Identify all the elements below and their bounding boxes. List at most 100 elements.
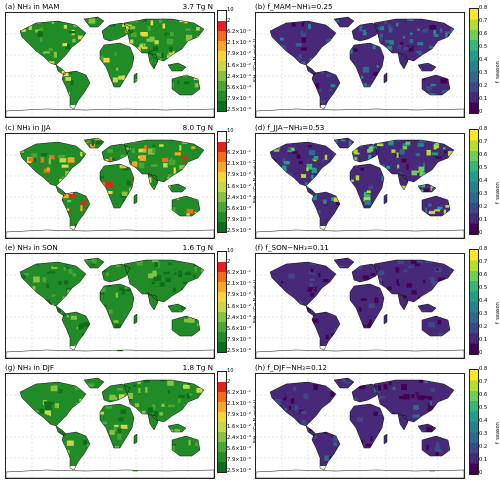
grid-cell [423,188,430,193]
grid-cell [353,211,358,214]
panel-title: (h) f_DJF−NH₃=0.12 [255,363,328,372]
grid-cell [95,275,98,281]
grid-cell [346,35,353,42]
grid-cell [139,313,147,317]
grid-cell [143,447,148,452]
grid-cell [450,378,455,381]
grid-cell [112,77,118,83]
grid-cell [268,172,271,177]
grid-cell [424,458,431,465]
colorbar-tick-label: 2.4×10⁻³ [227,194,252,201]
grid-cell [65,419,69,426]
grid-cell [180,456,184,461]
panel-title: (d) f_JJA−NH₃=0.53 [255,123,325,132]
grid-cell [377,270,385,276]
grid-cell [44,401,51,405]
grid-cell [373,331,380,336]
grid-cell [345,325,350,330]
grid-cell [151,441,159,445]
coastline [333,16,355,28]
grid-cell [186,208,193,214]
grid-cell [307,286,314,290]
grid-cell [348,61,353,68]
grid-cell [16,190,22,196]
grid-cell [292,74,298,80]
grid-cell [37,342,43,345]
grid-cell [307,145,312,148]
coastline [305,305,317,317]
grid-cell [298,102,303,105]
grid-cell [132,161,138,167]
grid-cell [328,89,333,92]
grid-cell [96,463,100,469]
grid-cell [406,205,409,211]
grid-cell [147,407,153,413]
nh3-map [5,253,215,359]
colorbar-tick-label: 2.4×10⁻³ [227,73,252,80]
grid-cell [429,45,435,49]
grid-cell [411,290,417,295]
grid-cell [48,440,53,444]
grid-cell [385,40,392,44]
grid-cell [198,138,203,142]
grid-cell [126,147,131,150]
grid-cell [70,315,77,320]
grid-cell [141,329,145,334]
grid-cell [408,430,414,433]
grid-cell [184,318,191,323]
grid-cell [160,378,166,382]
grid-cell [364,191,367,196]
grid-cell [270,183,275,188]
grid-cell [383,384,388,390]
grid-cell [296,461,300,465]
grid-cell [391,204,399,208]
grid-cell [52,94,58,97]
grid-cell [424,279,431,284]
grid-cell [396,279,400,284]
grid-cell [430,83,436,87]
grid-cell [174,269,178,273]
grid-cell [140,219,146,225]
grid-cell [316,314,321,319]
grid-cell [351,297,356,301]
grid-cell [447,180,454,186]
grid-cell [345,344,352,350]
grid-cell [265,279,272,284]
grid-cell [327,456,333,460]
grid-cell [125,325,130,328]
colorbar-tick-label: 0.1 [479,337,488,343]
grid-cell [415,332,420,338]
grid-cell [388,63,393,67]
grid-cell [427,327,433,333]
fraction-colorbar [469,249,479,355]
grid-cell [138,185,142,189]
grid-cell [90,99,94,105]
grid-cell [33,157,37,163]
grid-cell [194,164,198,169]
grid-cell [179,165,186,170]
grid-cell [353,48,358,52]
grid-cell [334,71,341,77]
grid-cell [44,341,52,346]
grid-cell [345,309,352,312]
grid-cell [160,323,165,328]
grid-cell [277,67,283,71]
grid-cell [259,159,264,163]
grid-cell [399,42,404,45]
grid-cell [326,421,329,425]
grid-cell [399,69,404,74]
grid-cell [436,389,440,392]
grid-cell [155,255,162,258]
grid-cell [15,278,19,283]
grid-cell [67,157,75,163]
grid-cell [22,50,28,55]
grid-cell [72,296,76,300]
grid-cell [208,425,212,430]
grid-cell [310,292,315,297]
grid-cell [182,343,186,348]
grid-cell [177,80,180,85]
coastline [256,469,464,478]
grid-cell [14,290,19,293]
grid-cell [441,306,446,312]
grid-cell [52,294,56,297]
